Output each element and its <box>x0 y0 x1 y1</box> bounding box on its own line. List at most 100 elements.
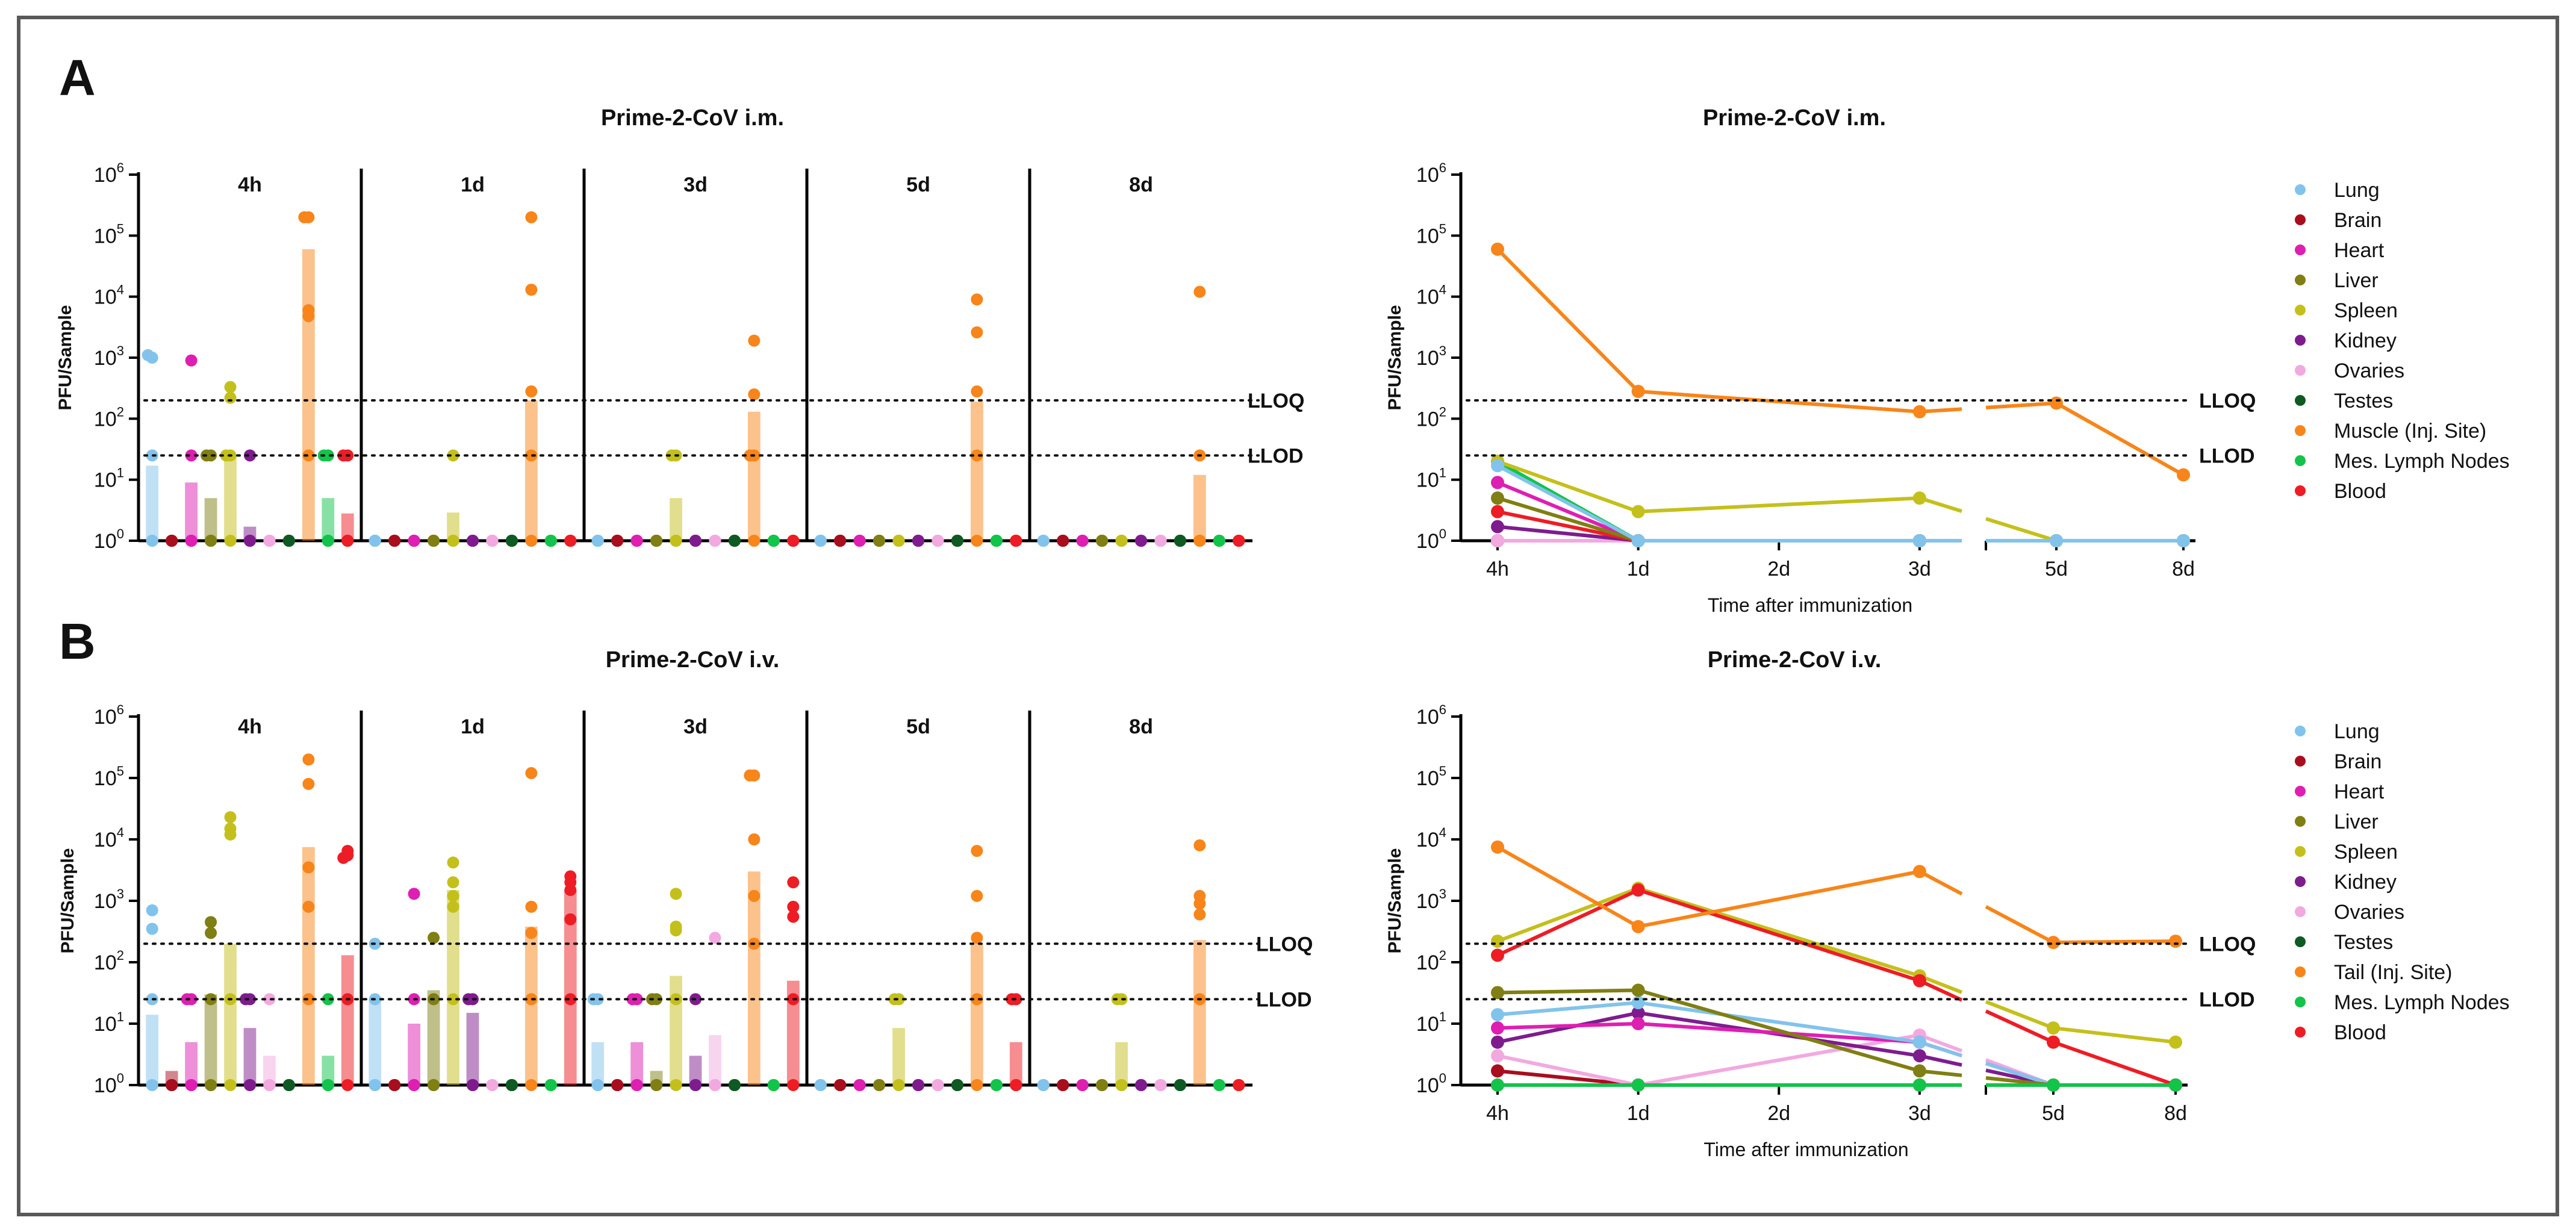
point-testes-5d <box>951 535 963 547</box>
series-point-blood <box>1491 948 1504 962</box>
y-tick-base: 10 <box>1416 469 1439 492</box>
point-spleen-4h <box>224 1079 237 1091</box>
series-point-mes-lymph-nodes <box>1491 1078 1504 1092</box>
point-spleen-4h <box>224 381 237 393</box>
point-ovaries-4h <box>263 1079 276 1091</box>
series-point-liver <box>1491 986 1504 1000</box>
legend-label-testes: Testes <box>2334 390 2393 412</box>
legend-label-liver: Liver <box>2334 269 2378 292</box>
chart-title: Prime-2-CoV i.v. <box>606 647 780 673</box>
y-tick-label: 103 <box>94 886 124 913</box>
y-tick-exponent: 5 <box>117 221 124 236</box>
y-tick-label: 103 <box>1416 886 1446 913</box>
y-tick-exponent: 3 <box>117 343 124 358</box>
y-tick-base: 10 <box>1416 1013 1439 1036</box>
series-point-heart <box>1631 1017 1645 1030</box>
point-kidney-4h <box>244 535 256 547</box>
legend-marker-ovaries <box>2295 906 2306 917</box>
chart-title: Prime-2-CoV i.m. <box>1703 105 1886 131</box>
point-lung-3d <box>591 1079 604 1091</box>
point-tail-inj-site-8d <box>1193 908 1206 921</box>
legend-label-testes: Testes <box>2334 931 2393 954</box>
bar-tail-inj-site-4h <box>302 847 315 1085</box>
legend-marker-liver <box>2295 816 2306 827</box>
point-heart-4h <box>185 449 198 462</box>
bar-liver-4h <box>204 498 217 541</box>
point-spleen-3d <box>670 924 682 937</box>
y-tick-exponent: 4 <box>117 825 124 840</box>
y-tick-exponent: 1 <box>1439 1009 1446 1024</box>
y-tick-label: 106 <box>94 160 124 187</box>
series-line-tail-inj-site <box>1496 845 1963 929</box>
series-line-liver <box>1497 988 1962 1077</box>
legend-marker-muscle-inj-site <box>2295 425 2306 436</box>
bar-heart-3d <box>630 1042 644 1085</box>
series-line-spleen <box>1496 459 1962 514</box>
y-tick-base: 10 <box>1416 767 1439 790</box>
point-tail-inj-site-1d <box>525 927 538 939</box>
bar-heart-1d <box>408 1024 421 1085</box>
y-axis-title: PFU/Sample <box>1385 305 1405 410</box>
reference-label-lloq: LLOQ <box>2199 390 2256 412</box>
y-tick-base: 10 <box>1416 951 1439 974</box>
point-blood-5d <box>1010 535 1022 547</box>
y-tick-base: 10 <box>1416 706 1439 729</box>
y-tick-label: 104 <box>94 282 124 309</box>
series-point-tail-inj-site <box>2169 935 2182 948</box>
point-muscle-inj-site-5d <box>971 535 983 547</box>
point-spleen-1d <box>447 889 459 902</box>
point-kidney-8d <box>1135 1079 1147 1091</box>
point-spleen-8d <box>1115 1079 1128 1091</box>
point-testes-1d <box>505 535 518 547</box>
legend-label-liver: Liver <box>2334 810 2378 833</box>
point-spleen-1d <box>447 856 459 869</box>
x-tick-label: 8d <box>2164 1102 2187 1125</box>
x-tick-label: 2d <box>1767 558 1790 580</box>
point-mes-lymph-nodes-3d <box>767 535 780 547</box>
y-tick-exponent: 3 <box>117 886 124 901</box>
point-kidney-3d <box>689 1079 702 1091</box>
series-point-heart <box>1491 1021 1504 1035</box>
x-tick-label: 4h <box>1486 558 1509 580</box>
point-lung-5d <box>814 1079 827 1091</box>
line-chart-a-right: Prime-2-CoV i.m.100101102103104105106PFU… <box>1385 105 2510 616</box>
point-liver-4h <box>205 1079 217 1091</box>
point-liver-5d <box>873 535 886 547</box>
point-testes-1d <box>505 1079 518 1091</box>
y-tick-label: 102 <box>1416 948 1446 974</box>
line-chart-b-right: Prime-2-CoV i.v.100101102103104105106PFU… <box>1385 647 2510 1160</box>
y-tick-exponent: 6 <box>1439 702 1446 717</box>
reference-label-lloq: LLOQ <box>1248 390 1304 412</box>
point-lung-8d <box>1037 1079 1050 1091</box>
series-point-lung <box>2177 534 2190 547</box>
series-point-lung <box>1491 1008 1504 1022</box>
panel-letter-a: A <box>59 49 96 106</box>
point-lung-3d <box>591 535 604 547</box>
legend-label-tail-inj-site: Tail (Inj. Site) <box>2334 961 2453 984</box>
series-point-kidney <box>1631 1006 1645 1020</box>
bar-spleen-1d <box>447 512 459 541</box>
legend-label-spleen: Spleen <box>2334 841 2398 863</box>
point-blood-1d <box>564 913 577 926</box>
series-line-lung <box>1497 1001 1962 1058</box>
series-line-kidney <box>1497 524 1962 543</box>
legend-marker-testes <box>2295 395 2306 406</box>
point-tail-inj-site-5d <box>971 889 983 902</box>
y-tick-exponent: 0 <box>1439 1071 1446 1086</box>
point-spleen-4h <box>224 828 237 841</box>
point-mes-lymph-nodes-4h <box>322 535 334 547</box>
y-tick-base: 10 <box>1416 530 1439 553</box>
series-point-blood <box>1912 974 1926 988</box>
legend-label-heart: Heart <box>2334 239 2385 262</box>
series-line-after-break-tail-inj-site <box>1985 905 2176 945</box>
x-tick-label: 8d <box>2172 558 2195 580</box>
point-ovaries-3d <box>709 932 721 944</box>
group-label-4h: 4h <box>238 173 262 196</box>
y-tick-base: 10 <box>94 225 117 247</box>
point-heart-4h <box>185 1079 198 1091</box>
legend-marker-heart <box>2295 244 2306 255</box>
point-muscle-inj-site-3d <box>748 334 761 347</box>
point-tail-inj-site-4h <box>302 993 315 1006</box>
point-mes-lymph-nodes-4h <box>322 993 334 1006</box>
series-point-spleen <box>1491 935 1504 948</box>
